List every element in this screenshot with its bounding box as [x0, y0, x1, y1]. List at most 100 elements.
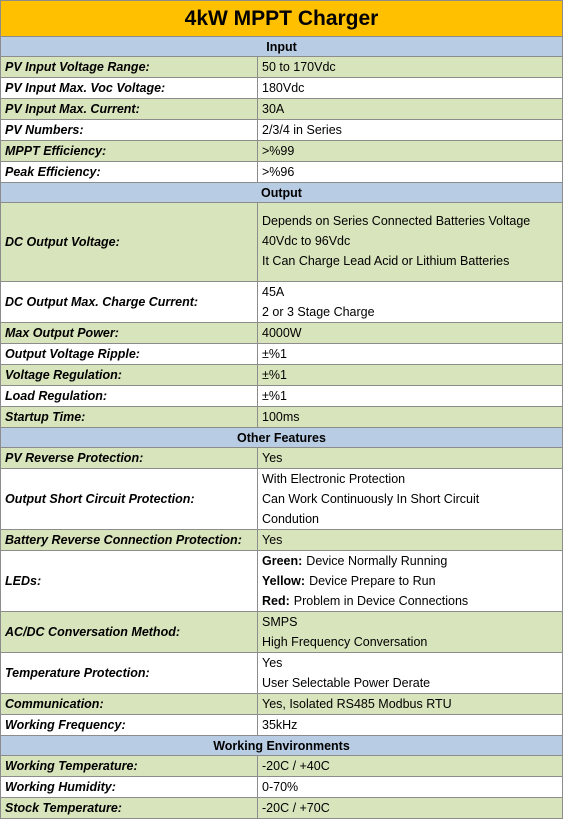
value-strong: Yellow: [262, 574, 306, 588]
spec-row: Working Humidity: 0-70% [0, 776, 563, 798]
spec-label: Communication: [0, 693, 258, 715]
spec-value: ±%1 [257, 385, 563, 407]
value-line: 2/3/4 in Series [262, 123, 342, 137]
spec-label: DC Output Max. Charge Current: [0, 281, 258, 323]
spec-row: PV Input Max. Voc Voltage: 180Vdc [0, 77, 563, 99]
spec-value: -20C / +70C [257, 797, 563, 819]
value-line: 0-70% [262, 780, 299, 794]
value-line: User Selectable Power Derate [262, 676, 431, 690]
value-line: 180Vdc [262, 81, 305, 95]
spec-row: Output Short Circuit Protection: With Ele… [0, 468, 563, 530]
spec-row: Stock Temperature: -20C / +70C [0, 797, 563, 819]
spec-value: Yes, Isolated RS485 Modbus RTU [257, 693, 563, 715]
section-heading: Output [0, 182, 563, 203]
spec-label: LEDs: [0, 550, 258, 612]
spec-label: MPPT Efficiency: [0, 140, 258, 162]
value-text: Device Normally Running [306, 554, 448, 568]
spec-value: 100ms [257, 406, 563, 428]
spec-label: Voltage Regulation: [0, 364, 258, 386]
spec-row: Temperature Protection: Yes User Selectabl… [0, 652, 563, 694]
spec-label: Max Output Power: [0, 322, 258, 344]
value-line: Yes [262, 533, 283, 547]
spec-label: Battery Reverse Connection Protection: [0, 529, 258, 551]
value-line: ±%1 [262, 347, 287, 361]
spec-row: PV Input Max. Current: 30A [0, 98, 563, 120]
value-line: 40Vdc to 96Vdc [262, 234, 351, 248]
value-line: With Electronic Protection [262, 472, 406, 486]
section-header-row: Working Environments [0, 735, 563, 756]
spec-row: PV Reverse Protection: Yes [0, 447, 563, 469]
spec-row: Working Frequency: 35kHz [0, 714, 563, 736]
spec-row: LEDs: Green: Device Normally Running Yellow… [0, 550, 563, 612]
title: 4kW MPPT Charger [0, 0, 563, 37]
value-line: SMPS [262, 615, 298, 629]
spec-value: >%96 [257, 161, 563, 183]
spec-row: Communication: Yes, Isolated RS485 Modbus… [0, 693, 563, 715]
value-line: 30A [262, 102, 285, 116]
value-line: Yes [262, 656, 283, 670]
spec-value: >%99 [257, 140, 563, 162]
spec-label: PV Numbers: [0, 119, 258, 141]
value-line: -20C / +40C [262, 759, 330, 773]
spec-row: Peak Efficiency: >%96 [0, 161, 563, 183]
value-line: 2 or 3 Stage Charge [262, 305, 375, 319]
spec-value: 50 to 170Vdc [257, 56, 563, 78]
value-strong: Red: [262, 594, 290, 608]
spec-value: 0-70% [257, 776, 563, 798]
value-line: >%99 [262, 144, 295, 158]
value-line: Depends on Series Connected Batteries Vo… [262, 214, 531, 228]
spec-value: 35kHz [257, 714, 563, 736]
spec-row: Output Voltage Ripple: ±%1 [0, 343, 563, 365]
section-heading: Other Features [0, 427, 563, 448]
value-line: Can Work Continuously In Short Circuit [262, 492, 480, 506]
spec-row: Load Regulation: ±%1 [0, 385, 563, 407]
spec-value: 180Vdc [257, 77, 563, 99]
value-line: High Frequency Conversation [262, 635, 428, 649]
value-line: Yes [262, 451, 283, 465]
spec-label: PV Input Max. Voc Voltage: [0, 77, 258, 99]
spec-value: Yes [257, 447, 563, 469]
spec-value: 4000W [257, 322, 563, 344]
value-line: Yes, Isolated RS485 Modbus RTU [262, 697, 452, 711]
value-text: Problem in Device Connections [293, 594, 469, 608]
value-line: 4000W [262, 326, 302, 340]
value-line: 35kHz [262, 718, 298, 732]
spec-row: DC Output Voltage: Depends on Series Conn… [0, 202, 563, 282]
spec-label: Stock Temperature: [0, 797, 258, 819]
spec-label: Output Short Circuit Protection: [0, 468, 258, 530]
spec-value: Yes User Selectable Power Derate [257, 652, 563, 694]
section-header-row: Input [0, 36, 563, 57]
value-line: ±%1 [262, 389, 287, 403]
spec-row: Startup Time: 100ms [0, 406, 563, 428]
spec-value: 30A [257, 98, 563, 120]
spec-label: Temperature Protection: [0, 652, 258, 694]
section-heading: Working Environments [0, 735, 563, 756]
value-line: Yellow: Device Prepare to Run [262, 571, 558, 591]
spec-value: Depends on Series Connected Batteries Vo… [257, 202, 563, 282]
spec-row: MPPT Efficiency: >%99 [0, 140, 563, 162]
spec-label: Working Frequency: [0, 714, 258, 736]
section-header-row: Output [0, 182, 563, 203]
spec-value: ±%1 [257, 364, 563, 386]
spec-value: 45A 2 or 3 Stage Charge [257, 281, 563, 323]
spec-value: Green: Device Normally Running Yellow: Devi… [257, 550, 563, 612]
value-line: Red: Problem in Device Connections [262, 591, 558, 611]
spec-label: Load Regulation: [0, 385, 258, 407]
spec-label: Startup Time: [0, 406, 258, 428]
spec-row: Voltage Regulation: ±%1 [0, 364, 563, 386]
spec-row: DC Output Max. Charge Current: 45A 2 or 3 … [0, 281, 563, 323]
section-header-row: Other Features [0, 427, 563, 448]
spec-label: Peak Efficiency: [0, 161, 258, 183]
spec-label: Working Temperature: [0, 755, 258, 777]
value-line: -20C / +70C [262, 801, 330, 815]
value-line: 45A [262, 285, 285, 299]
value-line: Green: Device Normally Running [262, 551, 558, 571]
value-strong: Green: [262, 554, 303, 568]
value-line: It Can Charge Lead Acid or Lithium Batte… [262, 254, 510, 268]
spec-row: AC/DC Conversation Method: SMPS High Frequ… [0, 611, 563, 653]
spec-value: -20C / +40C [257, 755, 563, 777]
spec-row: Working Temperature: -20C / +40C [0, 755, 563, 777]
value-line: 100ms [262, 410, 300, 424]
